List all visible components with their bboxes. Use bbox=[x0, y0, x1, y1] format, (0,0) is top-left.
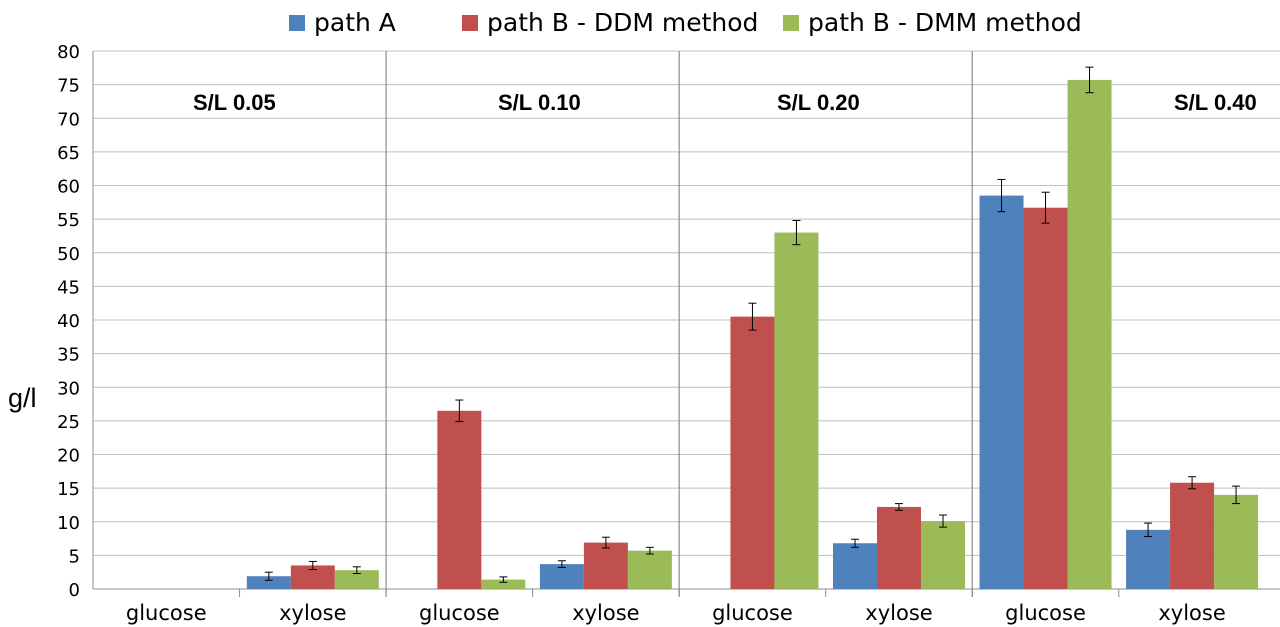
bar bbox=[832, 543, 877, 589]
bar bbox=[1214, 494, 1259, 589]
x-tick-label: xylose bbox=[279, 601, 346, 625]
bar bbox=[246, 576, 291, 589]
y-axis-label: g/l bbox=[8, 383, 37, 413]
y-tick-label: 15 bbox=[57, 479, 80, 500]
bar bbox=[979, 195, 1024, 589]
y-tick-label: 25 bbox=[57, 412, 80, 433]
x-tick-label: xylose bbox=[865, 601, 932, 625]
group-title-sl-005: S/L 0.05 bbox=[193, 90, 276, 115]
bar bbox=[290, 565, 335, 589]
legend: path A path B - DDM method path B - DMM … bbox=[0, 8, 1280, 44]
y-tick-label: 0 bbox=[69, 580, 80, 601]
y-tick-label: 30 bbox=[57, 378, 80, 399]
bar bbox=[539, 564, 584, 589]
legend-item-path-b-dmm: path B - DMM method bbox=[783, 8, 1082, 37]
y-tick-label: 55 bbox=[57, 210, 80, 231]
legend-item-path-a: path A bbox=[289, 8, 396, 37]
x-tick-label: xylose bbox=[1158, 601, 1225, 625]
bar bbox=[627, 550, 672, 589]
group-title-sl-010: S/L 0.10 bbox=[498, 90, 581, 115]
y-tick-label: 35 bbox=[57, 345, 80, 366]
bar bbox=[1023, 207, 1068, 589]
legend-label-path-b-ddm: path B - DDM method bbox=[487, 8, 759, 37]
y-tick-label: 80 bbox=[57, 42, 80, 63]
y-tick-label: 20 bbox=[57, 446, 80, 467]
y-tick-label: 60 bbox=[57, 177, 80, 198]
group-title-sl-020: S/L 0.20 bbox=[777, 90, 860, 115]
y-tick-label: 75 bbox=[57, 76, 80, 97]
y-tick-label: 50 bbox=[57, 244, 80, 265]
x-tick-label: xylose bbox=[572, 601, 639, 625]
bar bbox=[1126, 529, 1171, 589]
legend-swatch-path-a bbox=[289, 14, 305, 31]
y-tick-label: 10 bbox=[57, 513, 80, 534]
y-tick-label: 70 bbox=[57, 109, 80, 130]
y-tick-label: 40 bbox=[57, 311, 80, 332]
y-tick-label: 65 bbox=[57, 143, 80, 164]
y-tick-label: 45 bbox=[57, 277, 80, 298]
bar bbox=[334, 570, 379, 589]
bar bbox=[730, 316, 775, 589]
bar bbox=[774, 232, 819, 589]
group-title-sl-040: S/L 0.40 bbox=[1174, 90, 1257, 115]
legend-item-path-b-ddm: path B - DDM method bbox=[462, 8, 758, 37]
bar bbox=[920, 521, 965, 589]
legend-label-path-a: path A bbox=[314, 8, 396, 37]
bar bbox=[481, 579, 526, 589]
bar bbox=[583, 542, 628, 589]
x-tick-label: glucose bbox=[1005, 601, 1086, 625]
y-tick-label: 5 bbox=[69, 546, 80, 567]
x-tick-label: glucose bbox=[712, 601, 793, 625]
bar bbox=[437, 410, 482, 589]
x-tick-label: glucose bbox=[126, 601, 207, 625]
x-tick-label: glucose bbox=[419, 601, 500, 625]
legend-label-path-b-dmm: path B - DMM method bbox=[808, 8, 1082, 37]
bar bbox=[876, 506, 921, 589]
bar bbox=[1067, 79, 1112, 589]
bar bbox=[1170, 482, 1215, 589]
legend-swatch-path-b-ddm bbox=[462, 14, 478, 31]
legend-swatch-path-b-dmm bbox=[783, 14, 799, 31]
